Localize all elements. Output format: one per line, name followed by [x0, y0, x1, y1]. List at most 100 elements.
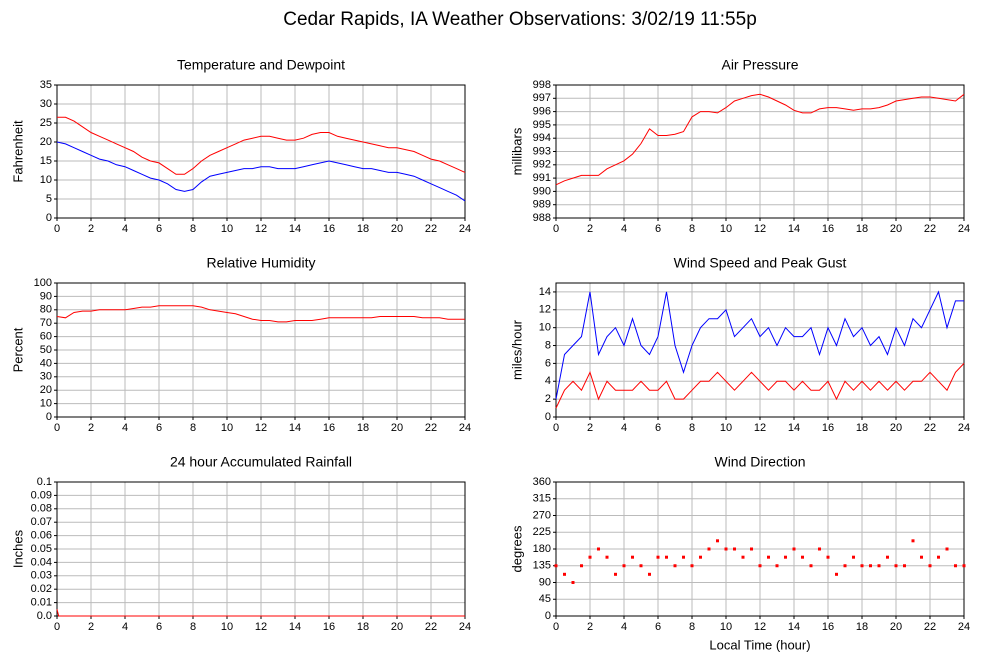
chart-panel: 24 hour Accumulated RainfallInches0.00.0…	[10, 454, 471, 633]
data-point	[699, 555, 702, 559]
y-tick-label: 991	[533, 172, 551, 184]
y-tick-label: 2	[545, 393, 551, 405]
y-tick-label: 995	[533, 119, 551, 131]
x-tick-label: 20	[890, 223, 902, 235]
data-point	[750, 547, 753, 551]
x-tick-label: 12	[255, 621, 267, 633]
x-tick-label: 18	[357, 223, 369, 235]
x-tick-label: 20	[391, 422, 403, 434]
y-tick-label: 994	[533, 132, 551, 144]
x-tick-label: 2	[587, 621, 593, 633]
y-tick-label: 8	[545, 339, 551, 351]
x-tick-label: 16	[822, 621, 834, 633]
x-tick-label: 6	[655, 223, 661, 235]
x-tick-label: 24	[958, 621, 970, 633]
x-tick-label: 24	[459, 422, 471, 434]
data-point	[877, 564, 881, 568]
y-tick-label: 90	[539, 576, 551, 588]
y-tick-label: 180	[533, 543, 551, 555]
y-tick-label: 14	[539, 286, 551, 298]
y-tick-label: 20	[40, 136, 52, 148]
y-tick-label: 993	[533, 145, 551, 157]
y-tick-label: 225	[533, 526, 551, 538]
data-point	[945, 547, 949, 551]
x-tick-label: 24	[958, 422, 970, 434]
x-tick-label: 22	[924, 422, 936, 434]
plot-frame	[56, 282, 466, 418]
x-tick-label: 12	[255, 422, 267, 434]
y-tick-label: 0.1	[37, 476, 52, 488]
data-point	[563, 572, 566, 576]
data-point	[648, 572, 651, 576]
x-tick-label: 4	[621, 621, 627, 633]
x-tick-label: 14	[289, 223, 301, 235]
x-tick-label: 14	[788, 223, 800, 235]
data-point	[852, 555, 855, 559]
x-tick-label: 6	[156, 223, 162, 235]
page-title: Cedar Rapids, IA Weather Observations: 3…	[283, 9, 757, 30]
y-tick-label: 6	[545, 357, 551, 369]
y-tick-label: 270	[533, 509, 551, 521]
y-tick-label: 4	[545, 375, 551, 387]
data-point	[707, 547, 711, 551]
x-tick-label: 8	[190, 422, 196, 434]
x-tick-label: 8	[190, 621, 196, 633]
data-point	[962, 564, 966, 568]
y-tick-label: 10	[40, 398, 52, 410]
y-tick-label: 0.04	[31, 556, 52, 568]
x-tick-label: 16	[323, 223, 335, 235]
x-tick-label: 2	[587, 223, 593, 235]
data-point	[809, 564, 813, 568]
data-point	[631, 555, 634, 559]
x-tick-label: 18	[856, 621, 868, 633]
x-tick-label: 14	[788, 422, 800, 434]
y-tick-label: 25	[40, 117, 52, 129]
data-line	[555, 93, 965, 186]
data-point	[622, 564, 626, 568]
y-tick-label: 60	[40, 331, 52, 343]
x-tick-label: 18	[357, 422, 369, 434]
data-point	[690, 564, 694, 568]
x-tick-label: 20	[391, 223, 403, 235]
x-tick-label: 8	[689, 621, 695, 633]
chart-title: 24 hour Accumulated Rainfall	[170, 454, 352, 470]
data-point	[682, 555, 685, 559]
x-tick-label: 22	[924, 621, 936, 633]
data-point	[716, 539, 719, 543]
x-tick-label: 22	[425, 422, 437, 434]
x-tick-label: 0	[54, 422, 60, 434]
data-point	[665, 555, 668, 559]
y-tick-label: 0.07	[31, 516, 52, 528]
y-tick-label: 988	[533, 212, 551, 224]
x-tick-label: 2	[88, 422, 94, 434]
data-point	[818, 547, 821, 551]
chart-title: Temperature and Dewpoint	[177, 57, 345, 73]
x-tick-label: 18	[856, 422, 868, 434]
chart-panel: Air Pressuremillibars9889899909919929939…	[509, 57, 970, 235]
chart-panel: Relative HumidityPercent0102030405060708…	[10, 255, 471, 434]
y-tick-label: 0	[545, 610, 551, 622]
y-axis-label: Fahrenheit	[10, 120, 25, 183]
y-tick-label: 100	[34, 277, 52, 289]
x-tick-label: 20	[391, 621, 403, 633]
x-tick-label: 0	[54, 621, 60, 633]
data-point	[920, 555, 923, 559]
x-tick-label: 12	[754, 621, 766, 633]
data-point	[894, 564, 898, 568]
chart-title: Wind Speed and Peak Gust	[674, 255, 847, 271]
y-tick-label: 315	[533, 493, 551, 505]
data-point	[758, 564, 762, 568]
x-tick-label: 8	[190, 223, 196, 235]
data-point	[580, 564, 583, 568]
y-tick-label: 40	[40, 357, 52, 369]
data-point	[597, 547, 600, 551]
data-point	[843, 564, 847, 568]
y-tick-label: 20	[40, 384, 52, 396]
y-tick-label: 0.0	[37, 610, 52, 622]
data-line	[57, 116, 466, 175]
y-tick-label: 989	[533, 199, 551, 211]
data-point	[886, 555, 889, 559]
x-tick-label: 18	[357, 621, 369, 633]
